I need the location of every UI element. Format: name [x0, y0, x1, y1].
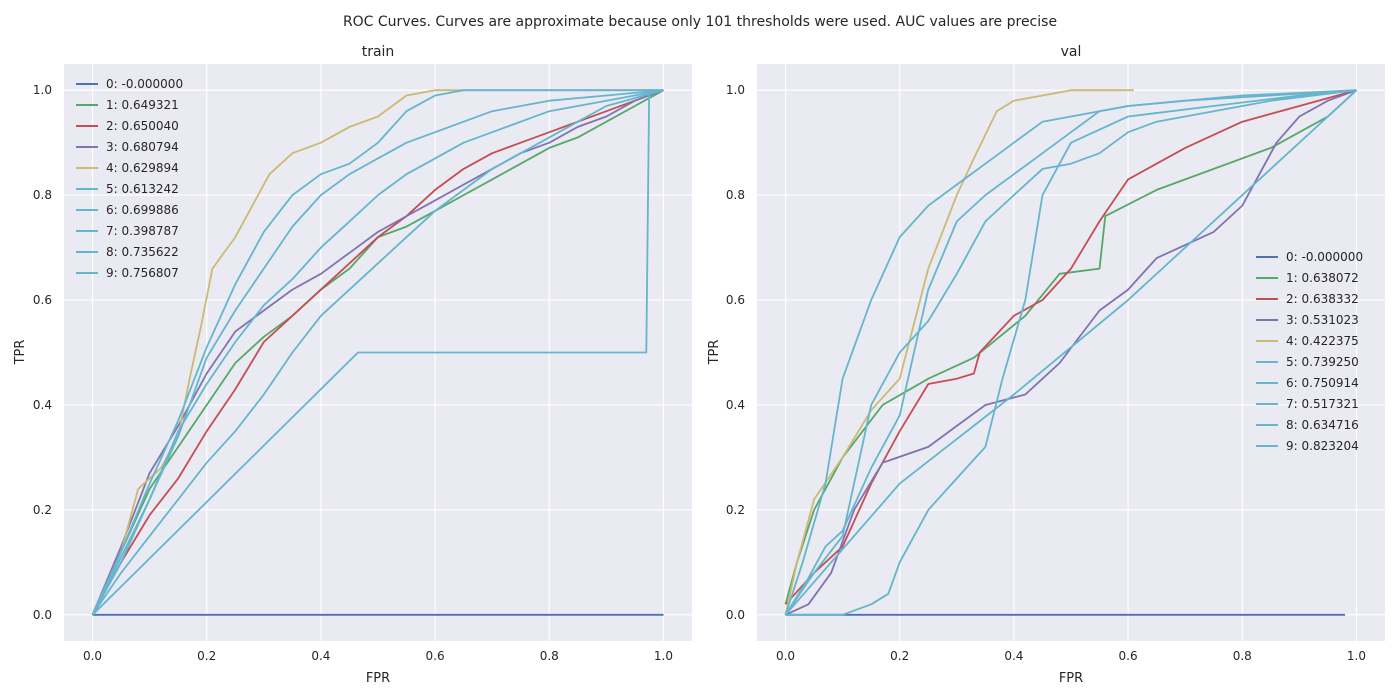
val-y-ticks: 0.0 0.2 0.4 0.6 0.8 1.0: [726, 83, 745, 622]
val-roc-line-4: [784, 89, 1134, 615]
train-legend: 0: -0.000000 1: 0.649321 2: 0.650040 3: 0.6…: [76, 77, 183, 280]
val-roc-line-8: [784, 89, 1358, 616]
train-legend-entry: 1: 0.649321: [106, 98, 179, 112]
train-y-axis-label: TPR: [13, 340, 28, 366]
train-y-tick-label: 0.0: [33, 608, 52, 622]
train-roc-line-2: [91, 89, 664, 616]
train-roc-line-9: [91, 89, 664, 616]
train-roc-lines: [91, 89, 664, 616]
val-y-tick-label: 0.0: [726, 608, 745, 622]
train-legend-entry: 3: 0.680794: [106, 140, 179, 154]
train-roc-line-4: [91, 89, 664, 616]
train-x-tick-label: 0.0: [83, 649, 102, 663]
val-legend-entry: 6: 0.750914: [1286, 376, 1359, 390]
train-y-tick-label: 0.8: [33, 188, 52, 202]
train-roc-panel: 0.0 0.2 0.4 0.6 0.8 1.0 0.0 0.2 0.4 0.6 0.8 1.0 tr…: [13, 44, 692, 686]
val-legend-entry: 7: 0.517321: [1286, 397, 1359, 411]
val-y-axis-label: TPR: [707, 340, 722, 366]
train-x-axis-label: FPR: [366, 671, 390, 686]
train-legend-entry: 6: 0.699886: [106, 203, 179, 217]
val-y-tick-label: 0.6: [726, 293, 745, 307]
val-roc-line-7: [785, 89, 1357, 616]
train-legend-entry: 0: -0.000000: [106, 77, 183, 91]
train-legend-entry: 9: 0.756807: [106, 266, 179, 280]
val-x-axis-label: FPR: [1059, 671, 1083, 686]
train-y-tick-label: 0.6: [33, 293, 52, 307]
val-legend-entry: 8: 0.634716: [1286, 418, 1359, 432]
train-y-ticks: 0.0 0.2 0.4 0.6 0.8 1.0: [33, 83, 52, 622]
val-panel-title: val: [1061, 44, 1082, 60]
figure-suptitle: ROC Curves. Curves are approximate becau…: [343, 14, 1057, 30]
train-legend-entry: 7: 0.398787: [106, 224, 179, 238]
val-y-tick-label: 1.0: [726, 83, 745, 97]
val-roc-panel: 0.0 0.2 0.4 0.6 0.8 1.0 0.0 0.2 0.4 0.6 0.8 1.0 va…: [707, 44, 1385, 686]
val-roc-line-1: [784, 89, 1358, 605]
train-x-ticks: 0.0 0.2 0.4 0.6 0.8 1.0: [83, 649, 673, 663]
val-legend-entry: 0: -0.000000: [1286, 250, 1363, 264]
val-legend-entry: 4: 0.422375: [1286, 334, 1359, 348]
val-legend-entry: 5: 0.739250: [1286, 355, 1359, 369]
val-roc-line-2: [784, 89, 1357, 605]
val-x-tick-label: 1.0: [1347, 649, 1366, 663]
val-legend-entry: 9: 0.823204: [1286, 439, 1359, 453]
train-roc-line-5: [91, 89, 664, 616]
val-x-tick-label: 0.2: [890, 649, 909, 663]
train-legend-entry: 8: 0.735622: [106, 245, 179, 259]
val-x-ticks: 0.0 0.2 0.4 0.6 0.8 1.0: [776, 649, 1366, 663]
val-legend-entry: 1: 0.638072: [1286, 271, 1359, 285]
val-x-tick-label: 0.8: [1233, 649, 1252, 663]
val-x-tick-label: 0.6: [1119, 649, 1138, 663]
train-y-tick-label: 0.4: [33, 398, 52, 412]
train-x-tick-label: 0.8: [540, 649, 559, 663]
val-roc-line-5: [784, 89, 1357, 616]
train-roc-line-8: [91, 89, 664, 616]
val-roc-lines: [784, 89, 1358, 616]
train-legend-entry: 4: 0.629894: [106, 161, 179, 175]
train-x-tick-label: 0.4: [311, 649, 330, 663]
train-legend-entry: 2: 0.650040: [106, 119, 179, 133]
val-y-tick-label: 0.8: [726, 188, 745, 202]
train-x-tick-label: 1.0: [654, 649, 673, 663]
train-y-tick-label: 0.2: [33, 503, 52, 517]
train-legend-entry: 5: 0.613242: [106, 182, 179, 196]
val-roc-line-9: [784, 89, 1357, 616]
train-x-tick-label: 0.6: [426, 649, 445, 663]
train-x-tick-label: 0.2: [197, 649, 216, 663]
val-roc-line-3: [785, 89, 1357, 616]
val-legend-entry: 2: 0.638332: [1286, 292, 1359, 306]
val-legend-entry: 3: 0.531023: [1286, 313, 1359, 327]
val-y-tick-label: 0.4: [726, 398, 745, 412]
val-x-tick-label: 0.0: [776, 649, 795, 663]
val-y-tick-label: 0.2: [726, 503, 745, 517]
val-x-tick-label: 0.4: [1004, 649, 1023, 663]
val-legend: 0: -0.000000 1: 0.638072 2: 0.638332 3: 0.5…: [1256, 250, 1363, 453]
train-y-tick-label: 1.0: [33, 83, 52, 97]
train-panel-title: train: [362, 44, 395, 60]
